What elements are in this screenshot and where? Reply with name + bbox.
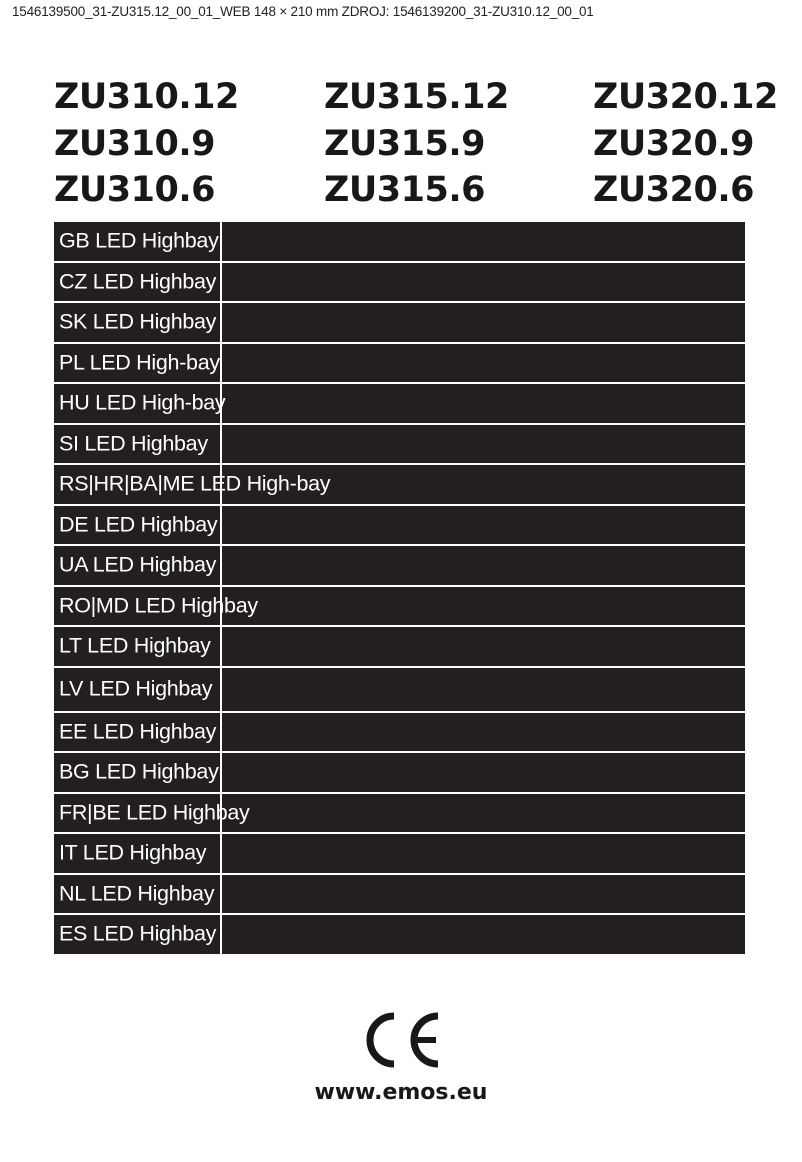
language-label: RS|HR|BA|ME LED High-bay: [59, 471, 331, 496]
model-code: ZU310.6: [54, 170, 216, 210]
column-divider: [220, 222, 222, 261]
language-label: GB LED Highbay: [59, 228, 219, 253]
table-row: SI LED Highbay: [54, 424, 745, 463]
table-row: RS|HR|BA|ME LED High-bay: [54, 465, 745, 504]
model-column-zu320: ZU320.12 ZU320.9 ZU320.6: [593, 74, 778, 214]
language-label: FR|BE LED Highbay: [59, 800, 250, 825]
table-row: UA LED Highbay: [54, 546, 745, 585]
column-divider: [220, 303, 222, 342]
language-label: ES LED Highbay: [59, 921, 217, 946]
column-divider: [220, 586, 222, 625]
file-header: 1546139500_31-ZU315.12_00_01_WEB 148 × 2…: [12, 4, 594, 19]
column-divider: [220, 667, 222, 711]
language-label: LT LED Highbay: [59, 633, 211, 658]
language-label: IT LED Highbay: [59, 840, 207, 865]
column-divider: [220, 753, 222, 792]
language-label: UA LED Highbay: [59, 552, 217, 577]
column-divider: [220, 793, 222, 832]
table-row: LV LED Highbay: [54, 667, 745, 711]
model-code: ZU315.6: [324, 170, 486, 210]
table-row: LT LED Highbay: [54, 627, 745, 666]
table-row: PL LED High-bay: [54, 343, 745, 382]
website-link[interactable]: www.emos.eu: [314, 1080, 488, 1105]
model-column-zu310: ZU310.12 ZU310.9 ZU310.6: [54, 74, 239, 214]
language-label: CZ LED Highbay: [59, 269, 217, 294]
model-code: ZU320.6: [593, 170, 755, 210]
language-table: GB LED Highbay CZ LED Highbay SK LED Highb…: [54, 222, 745, 956]
model-code: ZU315.12: [324, 77, 509, 117]
model-code: ZU320.12: [593, 77, 778, 117]
table-row: BG LED Highbay: [54, 753, 745, 792]
table-row: ES LED Highbay: [54, 915, 745, 954]
column-divider: [220, 424, 222, 463]
language-label: PL LED High-bay: [59, 350, 220, 375]
language-label: SI LED Highbay: [59, 431, 208, 456]
table-row: IT LED Highbay: [54, 834, 745, 873]
column-divider: [220, 384, 222, 423]
table-row: NL LED Highbay: [54, 874, 745, 913]
language-label: LV LED Highbay: [59, 676, 213, 701]
column-divider: [220, 343, 222, 382]
language-label: SK LED Highbay: [59, 309, 217, 334]
model-code: ZU310.9: [54, 123, 216, 164]
language-label: DE LED Highbay: [59, 512, 218, 537]
language-label: BG LED Highbay: [59, 759, 219, 784]
table-row: GB LED Highbay: [54, 222, 745, 261]
column-divider: [220, 505, 222, 544]
column-divider: [220, 262, 222, 301]
model-code: ZU310.12: [54, 77, 239, 117]
column-divider: [220, 627, 222, 666]
table-row: DE LED Highbay: [54, 505, 745, 544]
language-label: NL LED Highbay: [59, 881, 215, 906]
model-code: ZU315.9: [324, 123, 486, 164]
model-column-zu315: ZU315.12 ZU315.9 ZU315.6: [324, 74, 509, 214]
model-code: ZU320.9: [593, 123, 755, 164]
column-divider: [220, 915, 222, 954]
column-divider: [220, 834, 222, 873]
column-divider: [220, 874, 222, 913]
language-label: RO|MD LED Highbay: [59, 593, 258, 618]
column-divider: [220, 712, 222, 751]
table-row: RO|MD LED Highbay: [54, 586, 745, 625]
column-divider: [220, 465, 222, 504]
language-label: HU LED High-bay: [59, 390, 226, 415]
table-row: HU LED High-bay: [54, 384, 745, 423]
table-row: CZ LED Highbay: [54, 262, 745, 301]
table-row: FR|BE LED Highbay: [54, 793, 745, 832]
table-row: EE LED Highbay: [54, 712, 745, 751]
ce-mark-icon: [366, 1012, 439, 1068]
column-divider: [220, 546, 222, 585]
table-row: SK LED Highbay: [54, 303, 745, 342]
language-label: EE LED Highbay: [59, 719, 217, 744]
